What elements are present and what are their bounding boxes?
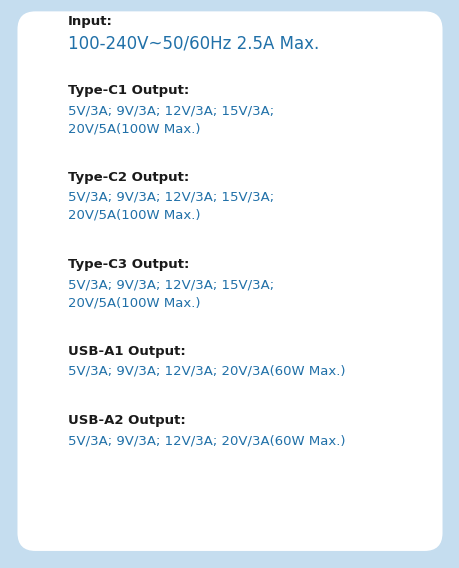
FancyBboxPatch shape: [17, 11, 442, 551]
Text: USB-A2 Output:: USB-A2 Output:: [68, 414, 185, 427]
Text: 5V/3A; 9V/3A; 12V/3A; 20V/3A(60W Max.): 5V/3A; 9V/3A; 12V/3A; 20V/3A(60W Max.): [68, 434, 345, 447]
Text: Input:: Input:: [68, 15, 112, 28]
Text: 5V/3A; 9V/3A; 12V/3A; 20V/3A(60W Max.): 5V/3A; 9V/3A; 12V/3A; 20V/3A(60W Max.): [68, 365, 345, 378]
Text: Type-C3 Output:: Type-C3 Output:: [68, 258, 189, 271]
Text: Type-C1 Output:: Type-C1 Output:: [68, 84, 189, 97]
Text: 100-240V~50/60Hz 2.5A Max.: 100-240V~50/60Hz 2.5A Max.: [68, 35, 319, 53]
Text: 20V/5A(100W Max.): 20V/5A(100W Max.): [68, 296, 200, 309]
Text: 5V/3A; 9V/3A; 12V/3A; 15V/3A;: 5V/3A; 9V/3A; 12V/3A; 15V/3A;: [68, 278, 274, 291]
Text: 20V/5A(100W Max.): 20V/5A(100W Max.): [68, 209, 200, 222]
Text: 5V/3A; 9V/3A; 12V/3A; 15V/3A;: 5V/3A; 9V/3A; 12V/3A; 15V/3A;: [68, 104, 274, 117]
Text: Type-C2 Output:: Type-C2 Output:: [68, 171, 189, 184]
Text: 5V/3A; 9V/3A; 12V/3A; 15V/3A;: 5V/3A; 9V/3A; 12V/3A; 15V/3A;: [68, 191, 274, 204]
Text: 20V/5A(100W Max.): 20V/5A(100W Max.): [68, 122, 200, 135]
Text: USB-A1 Output:: USB-A1 Output:: [68, 345, 185, 358]
